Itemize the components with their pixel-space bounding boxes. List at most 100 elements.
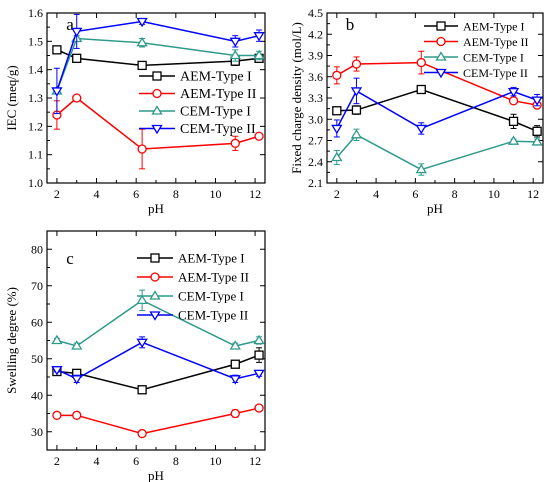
data-point <box>531 136 543 146</box>
series-cem-type-ii <box>51 13 265 115</box>
x-tick-label: 6 <box>133 454 139 468</box>
legend-marker <box>149 290 161 300</box>
x-tick-label: 8 <box>173 187 179 201</box>
series-cem-type-i <box>331 128 543 176</box>
data-point <box>52 410 62 420</box>
y-tick-label: 1.4 <box>28 63 43 77</box>
chart-panel-c: 2 4 6 8 10 12 30 40 50 60 70 80 pH Swelling degree (%… <box>4 230 266 482</box>
data-point <box>416 84 426 95</box>
series-line <box>56 341 260 380</box>
x-axis-label: pH <box>148 201 164 216</box>
y-tick-label: 2.1 <box>308 176 323 190</box>
y-tick-label: 2.7 <box>308 134 323 148</box>
y-tick-label: 1.2 <box>28 119 43 133</box>
legend-marker <box>152 88 162 99</box>
x-axis-label: pH <box>427 201 443 216</box>
series-aem-type-i <box>332 84 542 138</box>
legend-marker <box>150 272 160 282</box>
series-line <box>336 89 538 130</box>
data-point <box>254 403 264 413</box>
data-point <box>253 49 265 60</box>
data-point <box>229 375 241 385</box>
legend: AEM-Type I AEM-Type II CEM-Type I CEM-Type … <box>137 251 249 323</box>
panel-label: c <box>66 249 74 268</box>
x-tick-label: 10 <box>209 187 221 201</box>
x-tick-label: 8 <box>173 454 179 468</box>
y-tick-label: 3.0 <box>308 112 323 126</box>
y-tick-label: 30 <box>31 425 43 439</box>
data-point <box>351 105 362 115</box>
x-tick-label: 12 <box>249 454 261 468</box>
y-tick-label: 60 <box>31 315 43 329</box>
legend-marker <box>435 51 447 61</box>
data-point <box>331 124 343 135</box>
legend-marker <box>152 71 162 81</box>
legend-marker <box>436 36 446 47</box>
x-tick-label: 4 <box>373 187 379 201</box>
legend-marker <box>151 105 163 115</box>
legend-entry: CEM-Type II <box>463 66 528 80</box>
data-point <box>415 124 427 135</box>
data-point <box>508 116 519 127</box>
legend-entry: CEM-Type II <box>178 308 248 323</box>
data-point <box>531 96 543 106</box>
data-point <box>72 93 82 103</box>
legend-entry: CEM-Type I <box>463 51 524 65</box>
series-cem-type-i <box>51 289 265 350</box>
data-point <box>229 340 241 350</box>
x-tick-label: 12 <box>527 187 539 201</box>
y-tick-label: 1.1 <box>28 148 43 162</box>
data-point <box>137 144 147 154</box>
series-cem-type-ii <box>51 336 265 385</box>
data-point <box>532 126 542 136</box>
y-tick-label: 1.0 <box>28 176 43 190</box>
panel-label: b <box>346 15 355 34</box>
x-axis-label: pH <box>148 468 164 482</box>
data-point <box>137 385 147 395</box>
legend-entry: AEM-Type II <box>178 270 249 285</box>
legend: AEM-Type I AEM-Type II CEM-Type I CEM-Type … <box>139 70 257 137</box>
data-point <box>230 138 240 148</box>
data-point <box>508 96 519 106</box>
data-point <box>230 408 240 419</box>
data-point <box>136 338 148 349</box>
data-point <box>253 334 265 345</box>
y-tick-label: 40 <box>31 388 43 402</box>
y-tick-label: 3.9 <box>308 49 323 63</box>
data-point <box>254 350 264 360</box>
y-axis-label: IEC (meq/g) <box>4 65 19 130</box>
y-axis-label: Fixed charge density (mol/L) <box>289 22 304 174</box>
x-tick-label: 2 <box>334 187 340 201</box>
legend-marker <box>149 311 161 321</box>
y-tick-label: 1.5 <box>28 34 43 48</box>
data-point <box>332 106 342 116</box>
series-line <box>336 88 538 132</box>
data-point <box>51 87 63 97</box>
data-point <box>350 129 363 139</box>
legend-entry: CEM-Type I <box>180 105 251 120</box>
x-tick-label: 12 <box>249 187 261 201</box>
y-tick-label: 1.6 <box>28 6 43 20</box>
data-point <box>136 36 148 47</box>
legend-entry: AEM-Type II <box>180 87 257 102</box>
data-point <box>136 17 148 28</box>
x-tick-label: 6 <box>133 187 139 201</box>
data-point <box>229 37 241 48</box>
data-point <box>229 49 241 60</box>
y-tick-label: 3.3 <box>308 91 323 105</box>
x-tick-label: 4 <box>94 454 100 468</box>
data-point <box>230 359 240 369</box>
legend-entry: AEM-Type I <box>178 251 245 266</box>
data-point <box>253 369 265 380</box>
x-tick-label: 6 <box>412 187 418 201</box>
chart-panel-b: 2 4 6 8 10 12 2.1 2.4 2.7 3.0 3.3 3.6 3.9 4.2 4.5 pH Fix… <box>289 6 544 216</box>
y-tick-label: 70 <box>31 279 43 293</box>
data-point <box>72 410 82 420</box>
y-tick-label: 80 <box>31 242 43 256</box>
series-aem-type-ii <box>52 93 264 170</box>
legend-entry: CEM-Type I <box>178 289 244 304</box>
legend-marker <box>150 253 160 263</box>
y-tick-label: 3.6 <box>308 70 323 84</box>
series-cem-type-ii <box>331 77 543 138</box>
series-line <box>336 133 538 171</box>
